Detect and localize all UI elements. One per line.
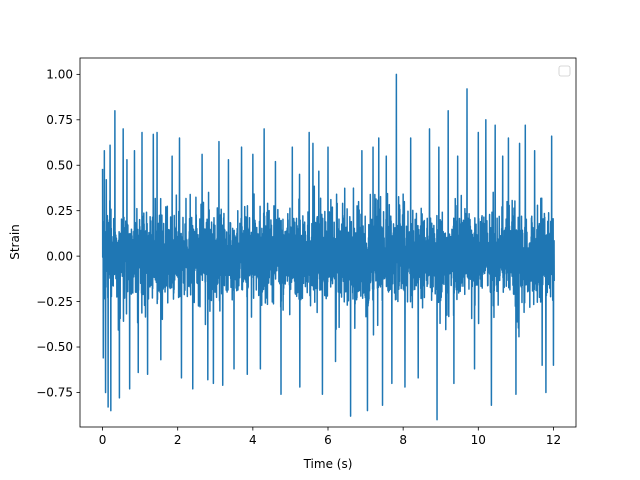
y-axis-label: Strain <box>8 224 22 260</box>
y-tick-label: 1.00 <box>46 68 73 82</box>
x-axis-label: Time (s) <box>303 457 353 471</box>
y-axis: −0.75 −0.50 −0.25 0.00 0.25 0.50 0.75 1.00 <box>36 68 80 400</box>
x-tick-label: 0 <box>99 433 107 447</box>
x-axis: 0 2 4 6 8 10 12 <box>99 427 561 447</box>
y-tick-label: 0.25 <box>46 204 73 218</box>
strain-series-line <box>101 73 555 421</box>
x-tick-label: 4 <box>249 433 257 447</box>
y-tick-label: −0.75 <box>36 386 73 400</box>
x-tick-label: 8 <box>399 433 407 447</box>
y-tick-label: 0.75 <box>46 113 73 127</box>
x-tick-label: 12 <box>546 433 561 447</box>
y-tick-label: −0.50 <box>36 340 73 354</box>
x-tick-label: 10 <box>471 433 486 447</box>
x-tick-label: 2 <box>174 433 182 447</box>
y-tick-label: 0.00 <box>46 249 73 263</box>
x-tick-label: 6 <box>324 433 332 447</box>
y-tick-label: 0.50 <box>46 158 73 172</box>
y-tick-label: −0.25 <box>36 295 73 309</box>
legend-box <box>558 65 571 77</box>
